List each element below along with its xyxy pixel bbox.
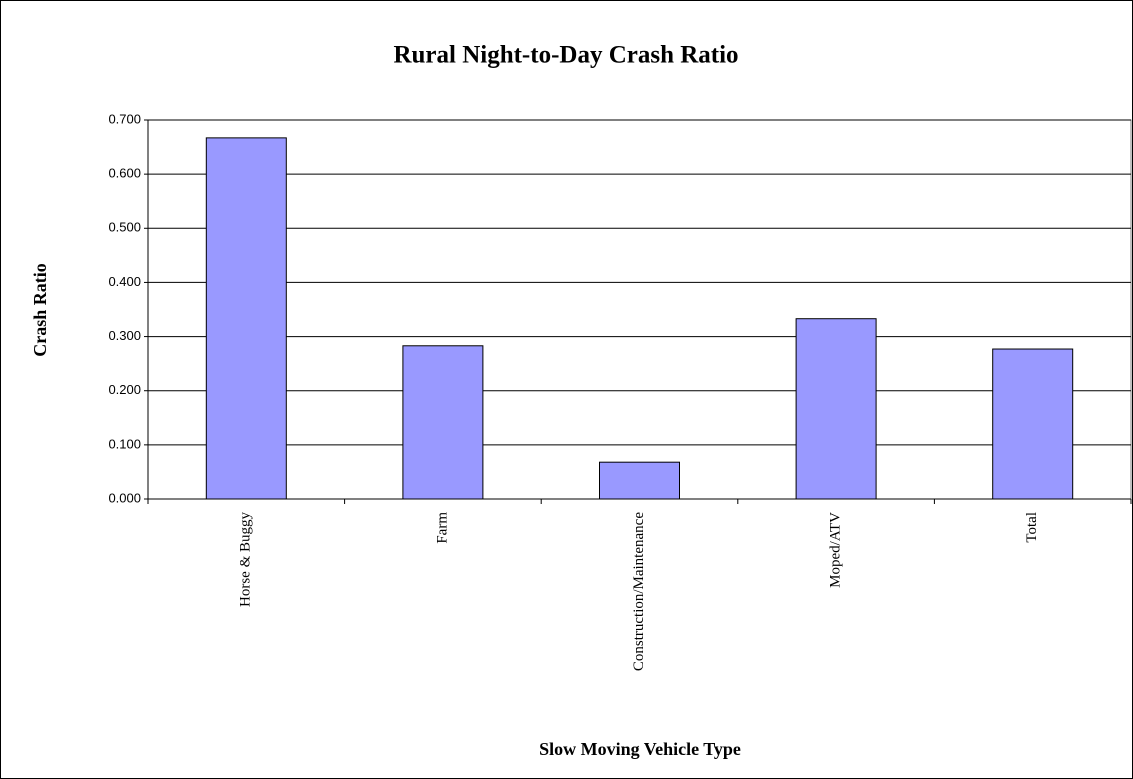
y-tick-label: 0.600 bbox=[108, 166, 141, 181]
x-tick-label: Construction/Maintenance bbox=[631, 512, 647, 671]
y-tick-label: 0.500 bbox=[108, 220, 141, 235]
y-tick-label: 0.000 bbox=[108, 490, 141, 505]
bar bbox=[599, 461, 680, 500]
x-tick-label: Horse & Buggy bbox=[238, 512, 254, 607]
y-axis-label: Crash Ratio bbox=[30, 263, 50, 357]
x-tick-label: Moped/ATV bbox=[828, 512, 844, 588]
bar bbox=[402, 345, 484, 500]
plot-area bbox=[147, 119, 1132, 500]
bar bbox=[205, 137, 287, 500]
x-tick-label: Farm bbox=[434, 512, 450, 544]
chart-title: Rural Night-to-Day Crash Ratio bbox=[393, 42, 738, 69]
x-tick-label: Total bbox=[1024, 512, 1040, 543]
bar bbox=[992, 348, 1074, 500]
y-tick-label: 0.200 bbox=[108, 382, 141, 397]
y-tick-label: 0.100 bbox=[108, 436, 141, 451]
y-tick-label: 0.400 bbox=[108, 274, 141, 289]
y-tick-label: 0.700 bbox=[108, 111, 141, 126]
y-tick-label: 0.300 bbox=[108, 328, 141, 343]
bar bbox=[795, 318, 877, 500]
x-axis-label: Slow Moving Vehicle Type bbox=[539, 739, 741, 759]
